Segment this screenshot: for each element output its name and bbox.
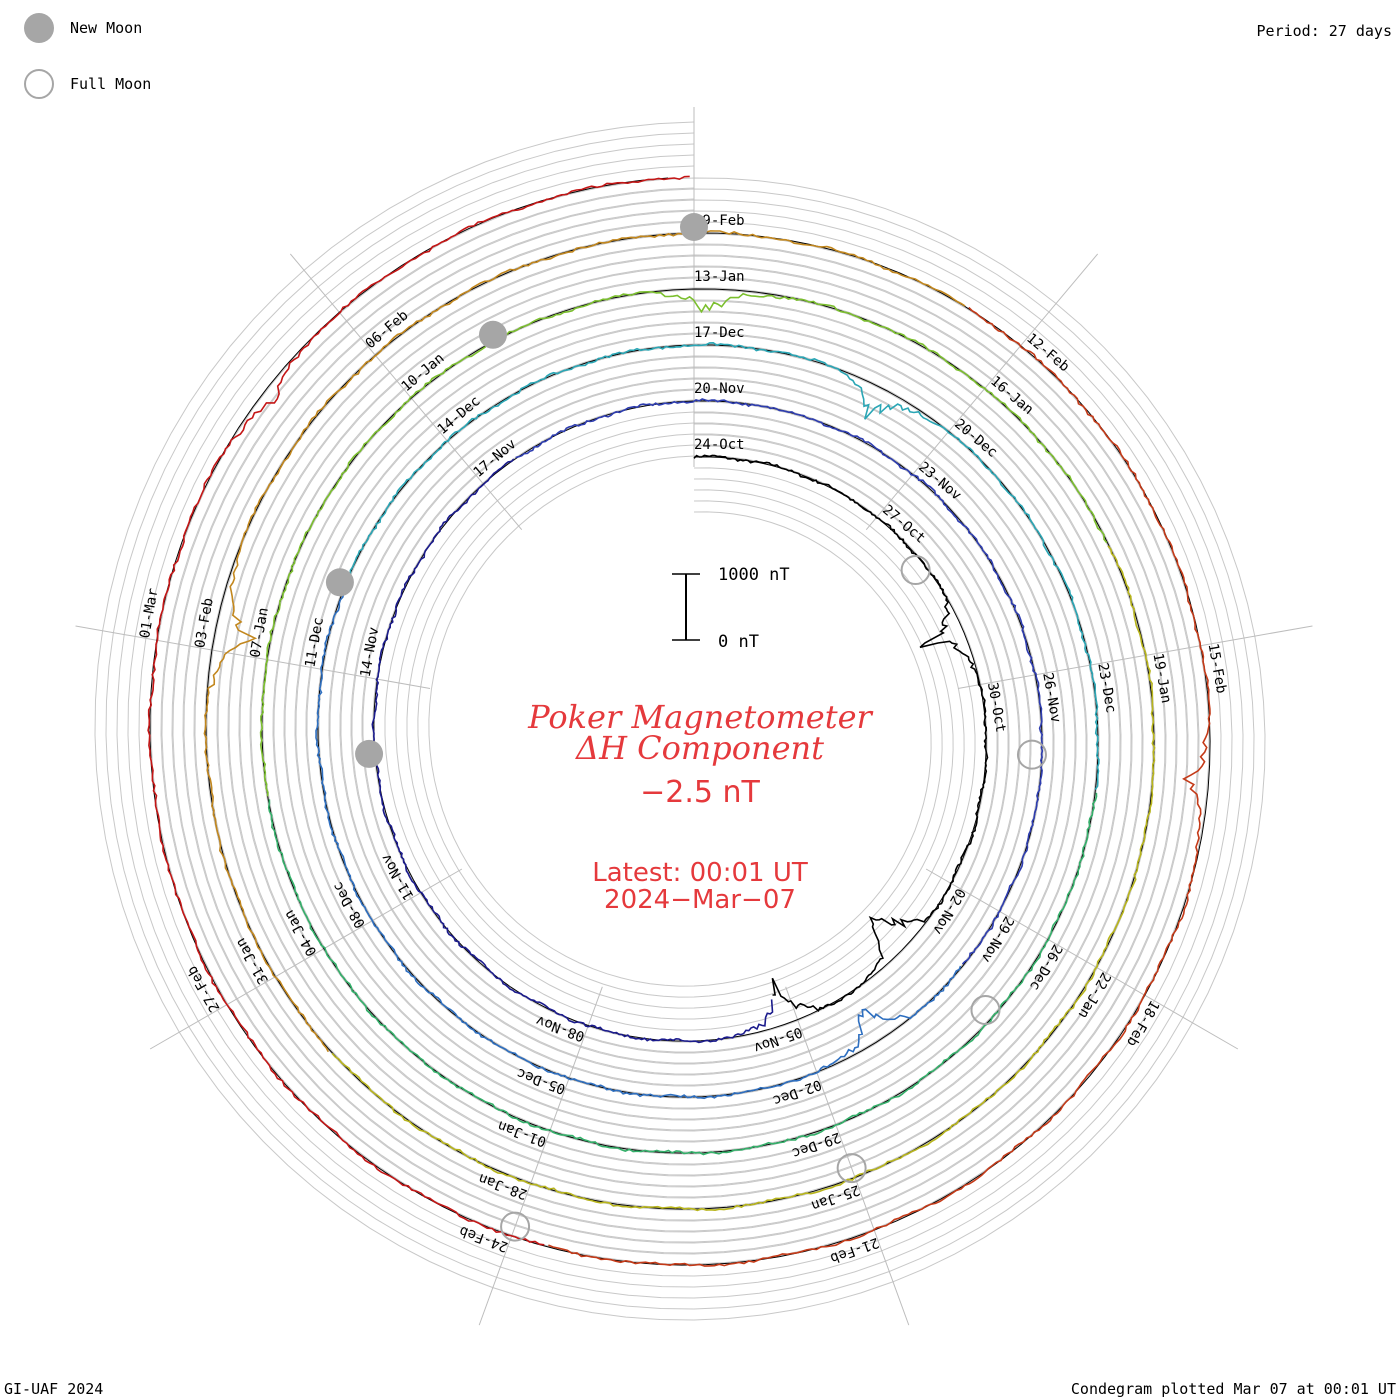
- scale-bar: 1000 nT 0 nT: [672, 565, 790, 652]
- scale-bar-top-label: 1000 nT: [718, 565, 790, 585]
- date-tick-label: 24-Oct: [694, 437, 745, 453]
- date-tick-label: 13-Jan: [694, 269, 745, 285]
- magnetometer-trace-segment: [316, 580, 961, 1099]
- latest-time: Latest: 00:01 UT: [400, 858, 1000, 888]
- date-spoke: [958, 626, 1313, 689]
- legend-new-moon-label: New Moon: [70, 19, 142, 37]
- full-moon-marker: [902, 556, 930, 584]
- new-moon-icon: [24, 13, 54, 43]
- legend-full-moon-label: Full Moon: [70, 75, 151, 93]
- date-tick-label: 26-Nov: [1039, 671, 1064, 724]
- current-value: −2.5 nT: [400, 775, 1000, 810]
- date-tick-label: 20-Nov: [694, 381, 745, 397]
- latest-date: 2024−Mar−07: [400, 885, 1000, 915]
- new-moon-marker: [355, 740, 383, 768]
- full-moon-marker: [971, 996, 999, 1024]
- plotted-timestamp: Condegram plotted Mar 07 at 00:01 UT: [1071, 1380, 1396, 1398]
- period-label: Period: 27 days: [1257, 22, 1392, 40]
- new-moon-marker: [479, 321, 507, 349]
- full-moon-icon: [24, 69, 54, 99]
- legend-new-moon: New Moon: [24, 13, 142, 43]
- scale-bar-bottom-label: 0 nT: [718, 632, 759, 652]
- new-moon-marker: [680, 213, 708, 241]
- date-tick-label: 17-Dec: [694, 325, 745, 341]
- credit-label: GI-UAF 2024: [4, 1380, 103, 1398]
- chart-subtitle: ΔH Component: [400, 729, 1000, 767]
- legend-full-moon: Full Moon: [24, 69, 151, 99]
- date-tick-label: 24-Feb: [457, 1222, 510, 1254]
- new-moon-marker: [326, 568, 354, 596]
